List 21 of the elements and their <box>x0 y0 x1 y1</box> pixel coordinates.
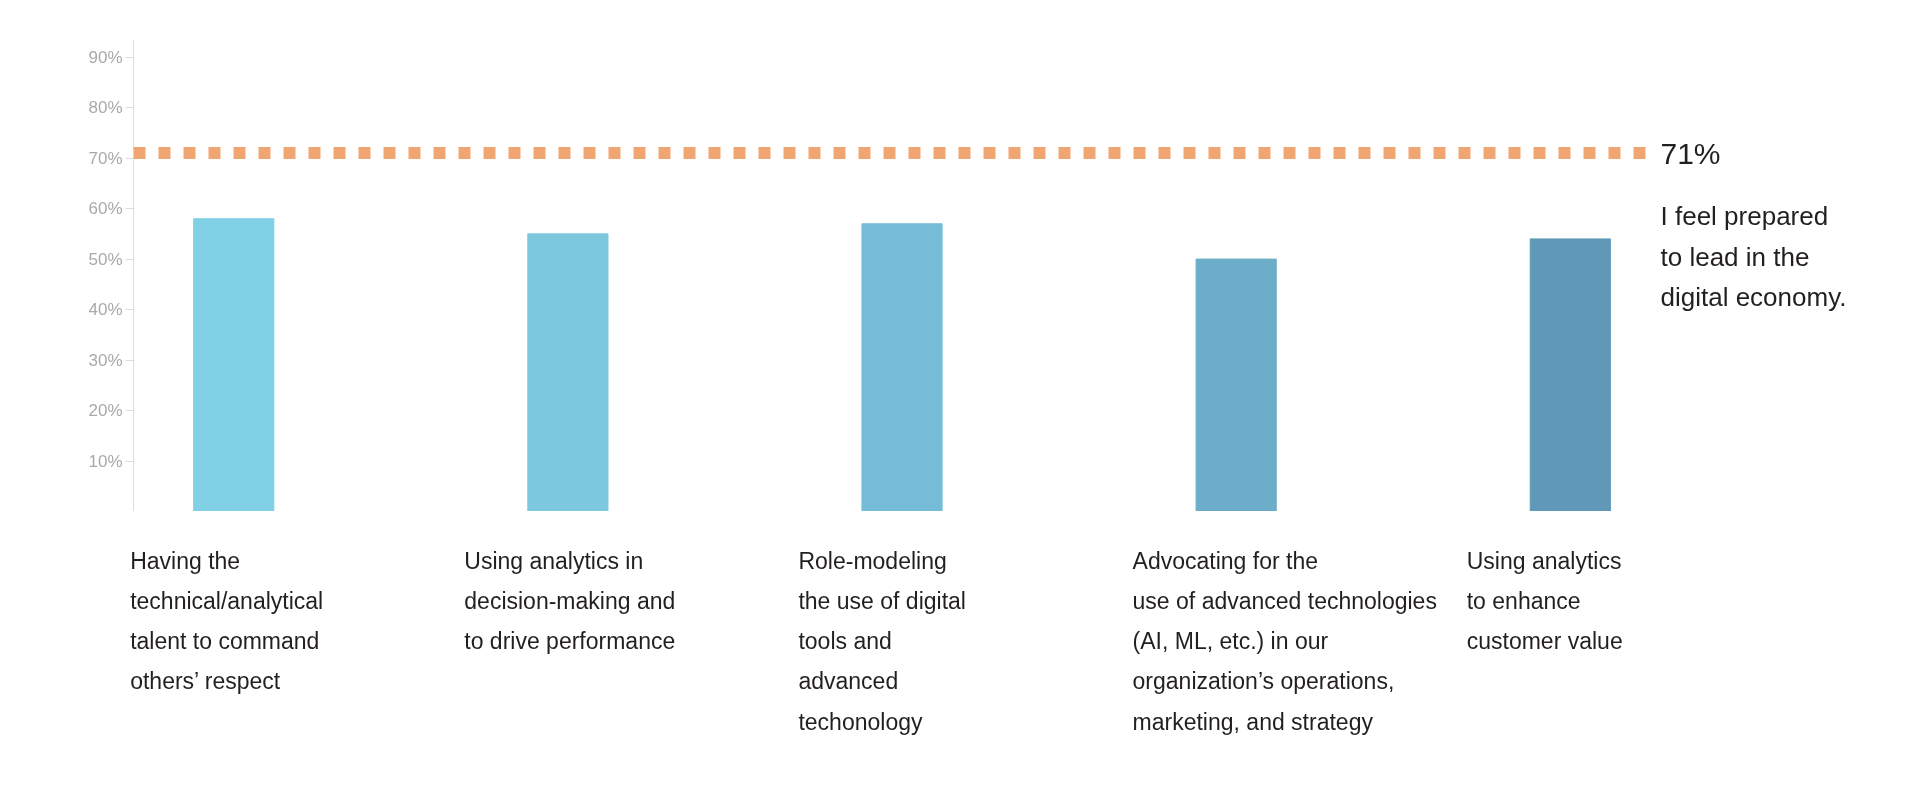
x-tick-label: Role-modeling the use of digital tools and advanced techonology <box>798 547 966 735</box>
ref-line-label: 71% <box>1660 136 1721 170</box>
y-tick-label: 70% <box>88 148 123 168</box>
bar <box>193 218 275 511</box>
y-tick-label: 80% <box>88 98 123 118</box>
x-tick-label: Using analytics to enhance customer value <box>1466 547 1623 655</box>
annotation: I feel prepared to lead in the digital economy. <box>1660 201 1847 313</box>
bar <box>1529 238 1611 511</box>
y-tick-label: 60% <box>88 199 123 219</box>
bar <box>527 233 609 511</box>
x-tick-label: Having the technical/analytical talent to command others’ respect <box>130 547 324 695</box>
bar <box>1195 258 1277 511</box>
y-tick-label: 30% <box>88 350 123 370</box>
y-tick-label: 90% <box>88 47 123 67</box>
bar <box>861 223 943 511</box>
x-tick-label: Advocating for the use of advanced technologies (AI, ML, etc.) in our organization’s operations, marketing, and strategy <box>1132 547 1437 735</box>
x-tick-label: Using analytics in decision-making and to drive performance <box>464 547 676 655</box>
y-tick-label: 20% <box>88 401 123 421</box>
y-tick-label: 50% <box>88 249 123 269</box>
y-tick-label: 10% <box>88 451 123 471</box>
y-tick-label: 40% <box>88 300 123 320</box>
